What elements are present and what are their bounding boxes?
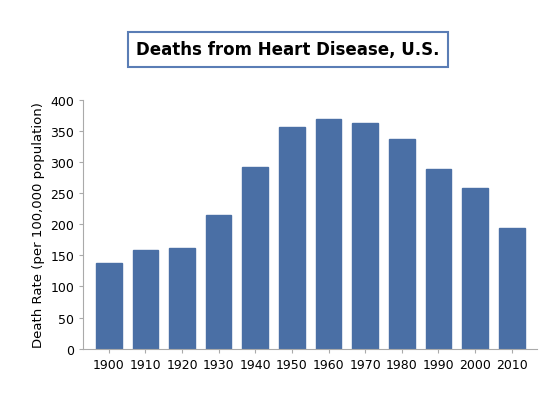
- Bar: [279, 128, 305, 349]
- Bar: [243, 167, 268, 349]
- Bar: [462, 188, 488, 349]
- Bar: [316, 119, 341, 349]
- Bar: [499, 229, 525, 349]
- Bar: [96, 264, 121, 349]
- Bar: [132, 250, 158, 349]
- Bar: [352, 124, 378, 349]
- Bar: [425, 169, 452, 349]
- Bar: [169, 249, 195, 349]
- Bar: [206, 215, 232, 349]
- Bar: [389, 140, 414, 349]
- Y-axis label: Death Rate (per 100,000 population): Death Rate (per 100,000 population): [32, 102, 45, 347]
- Text: Deaths from Heart Disease, U.S.: Deaths from Heart Disease, U.S.: [136, 41, 440, 59]
